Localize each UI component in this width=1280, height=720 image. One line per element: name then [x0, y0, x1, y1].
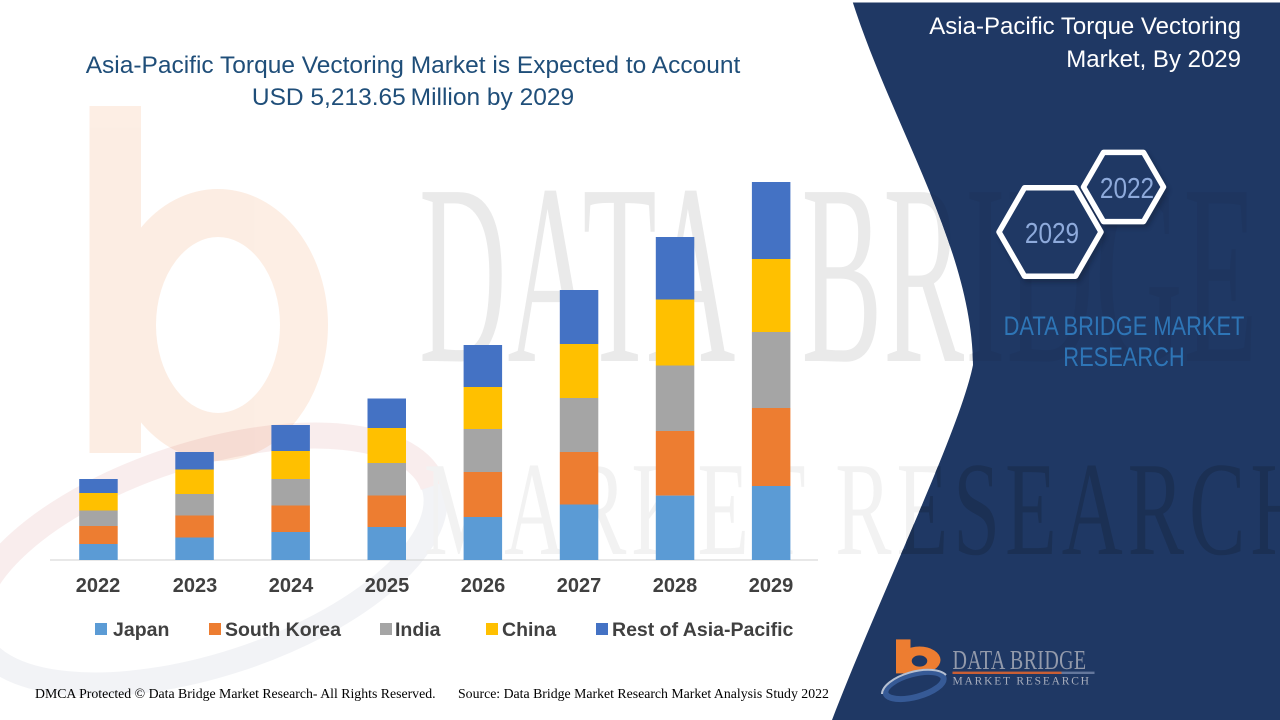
svg-text:MARKET RESEARCH: MARKET RESEARCH [953, 676, 1091, 688]
svg-text:DATA BRIDGE: DATA BRIDGE [953, 646, 1087, 676]
svg-text:RESEARCH: RESEARCH [1063, 343, 1184, 373]
svg-text:DATA BRIDGE MARKET: DATA BRIDGE MARKET [1004, 312, 1245, 342]
svg-text:2022: 2022 [1100, 172, 1154, 204]
svg-text:2029: 2029 [1025, 217, 1079, 249]
